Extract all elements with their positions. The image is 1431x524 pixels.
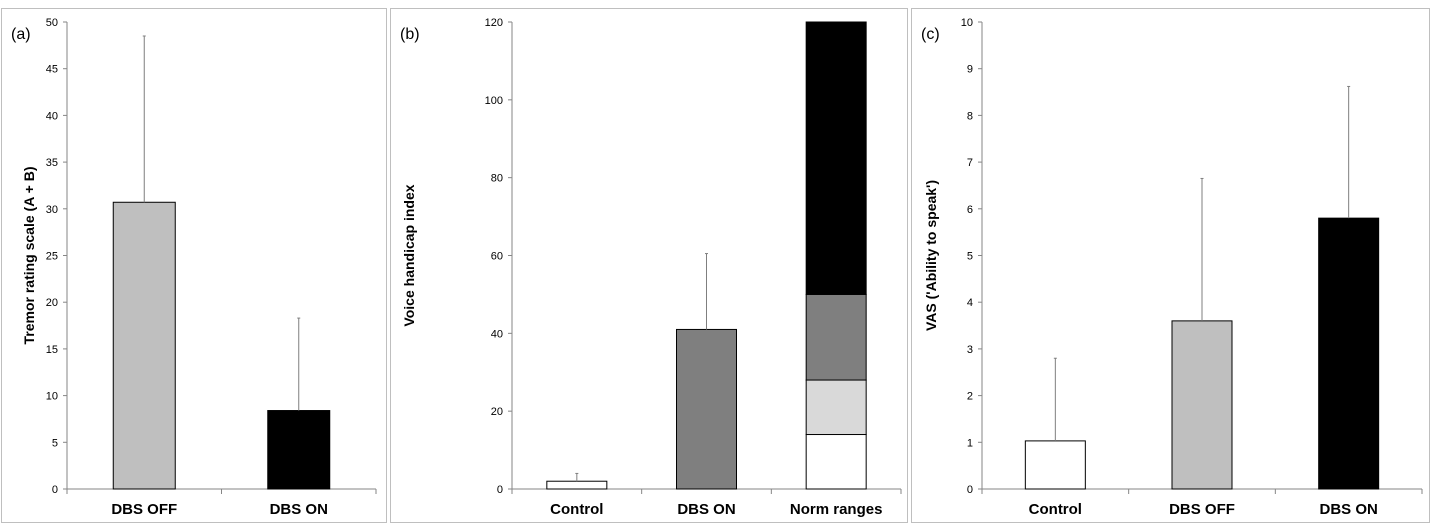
chart-panel-b: (b) 0 20 40 60 80 100 120 Voice handicap index Co…: [390, 8, 908, 523]
y-tick-label: 10: [961, 17, 973, 29]
y-tick-label: 45: [46, 64, 58, 76]
y-tick-label: 100: [485, 95, 503, 107]
panel-label: (a): [11, 26, 31, 43]
norm-range-segment: [805, 21, 867, 295]
y-tick-label: 50: [46, 17, 58, 29]
chart-panel-c: (c) 0 1 2 3 4 5 6 7 8 9 10 VAS ('Ability to speak') C…: [911, 8, 1430, 523]
bar: [546, 480, 608, 490]
y-tick-label: 10: [46, 391, 58, 403]
y-tick-label: 8: [967, 110, 973, 122]
y-tick-label: 5: [52, 437, 58, 449]
y-axis-title: Voice handicap index: [401, 184, 417, 326]
y-tick-label: 20: [46, 297, 58, 309]
bar: [112, 201, 176, 490]
x-category-label: Control: [1029, 501, 1082, 518]
y-tick-label: 40: [46, 110, 58, 122]
y-tick-label: 120: [485, 17, 503, 29]
y-tick-label: 30: [46, 204, 58, 216]
norm-range-segment: [805, 434, 867, 490]
y-tick-label: 4: [967, 297, 973, 309]
y-tick-label: 2: [967, 391, 973, 403]
y-tick-label: 25: [46, 251, 58, 263]
y-tick-label: 1: [967, 437, 973, 449]
chart-panel-a: (a) 0 5 10 15 20 25 30 35 40 45 50 Tremor rating sca…: [1, 8, 387, 523]
bar: [1024, 440, 1086, 490]
norm-range-segment: [805, 293, 867, 381]
bar: [1171, 320, 1233, 490]
chart-b-svg: (b) 0 20 40 60 80 100 120 Voice handicap index Co…: [400, 17, 902, 518]
x-category-label: Norm ranges: [790, 501, 883, 518]
y-tick-label: 9: [967, 64, 973, 76]
x-category-label: DBS ON: [1319, 501, 1377, 518]
y-tick-label: 20: [491, 406, 503, 418]
y-tick-label: 0: [967, 484, 973, 496]
y-tick-label: 3: [967, 344, 973, 356]
bar: [1318, 217, 1380, 490]
bar: [676, 328, 737, 490]
x-category-label: Control: [550, 501, 603, 518]
y-tick-label: 5: [967, 251, 973, 263]
y-tick-label: 15: [46, 344, 58, 356]
y-tick-label: 40: [491, 328, 503, 340]
y-tick-label: 0: [52, 484, 58, 496]
panel-label: (b): [400, 26, 420, 43]
y-tick-label: 35: [46, 157, 58, 169]
y-tick-label: 6: [967, 204, 973, 216]
y-axis-title: Tremor rating scale (A + B): [21, 166, 37, 344]
x-category-label: DBS ON: [677, 501, 735, 518]
chart-c-svg: (c) 0 1 2 3 4 5 6 7 8 9 10 VAS ('Ability to speak') C…: [921, 17, 1423, 518]
y-tick-label: 0: [497, 484, 503, 496]
y-tick-label: 80: [491, 173, 503, 185]
chart-a-svg: (a) 0 5 10 15 20 25 30 35 40 45 50 Tremor rating sca…: [11, 17, 377, 518]
x-category-label: DBS ON: [270, 501, 328, 518]
y-tick-label: 60: [491, 251, 503, 263]
y-axis-title: VAS ('Ability to speak'): [923, 180, 939, 331]
panel-label: (c): [921, 26, 940, 43]
y-tick-label: 7: [967, 157, 973, 169]
x-category-label: DBS OFF: [111, 501, 177, 518]
norm-range-segment: [805, 379, 867, 436]
x-category-label: DBS OFF: [1169, 501, 1235, 518]
bar: [267, 410, 331, 490]
